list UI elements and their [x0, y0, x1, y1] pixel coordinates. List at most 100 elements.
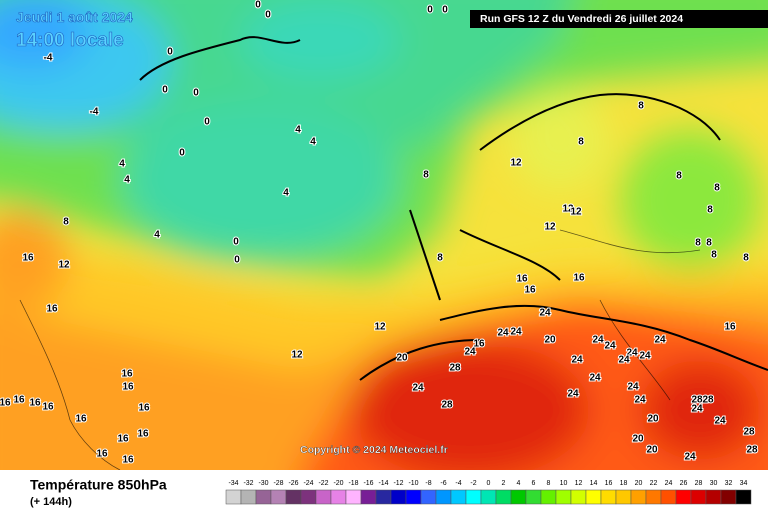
scale-label: -8	[425, 480, 431, 487]
scale-label: -28	[273, 480, 283, 487]
contour-label: 4	[124, 175, 130, 186]
contour-label: 0	[255, 0, 261, 11]
contour-label: 16	[96, 449, 108, 460]
scale-label: 6	[532, 480, 536, 487]
scale-label: -32	[243, 480, 253, 487]
scale-swatch	[360, 489, 377, 505]
contour-label: 20	[646, 445, 658, 456]
scale-swatch	[390, 489, 407, 505]
scale-label: -22	[318, 480, 328, 487]
scale-label: 2	[502, 480, 506, 487]
contour-label: 28	[702, 395, 714, 406]
color-scale: -34 -32 -30 -28 -26 -24 -22 -20 -18 -16 -14 -12 -10-…	[225, 480, 752, 505]
scale-label: 14	[590, 480, 598, 487]
scale-label: 28	[695, 480, 703, 487]
scale-swatch	[705, 489, 722, 505]
scale-swatch	[630, 489, 647, 505]
scale-label: -6	[440, 480, 446, 487]
scale-swatch	[315, 489, 332, 505]
scale-swatch	[480, 489, 497, 505]
scale-swatch	[345, 489, 362, 505]
contour-label: 8	[437, 253, 443, 264]
scale-swatch	[240, 489, 257, 505]
contour-label: 24	[684, 452, 696, 463]
scale-swatch	[375, 489, 392, 505]
contour-label: 12	[58, 260, 70, 271]
scale-label: 20	[635, 480, 643, 487]
footer-title: Température 850hPa	[30, 477, 167, 493]
contour-label: -4	[90, 107, 99, 118]
scale-label: -12	[393, 480, 403, 487]
contour-label: 16	[573, 273, 585, 284]
contour-label: 0	[233, 237, 239, 248]
contour-label: 0	[204, 117, 210, 128]
scale-swatch	[300, 489, 317, 505]
contour-label: 16	[75, 414, 87, 425]
contour-label: 12	[510, 158, 522, 169]
contour-label: -4	[44, 53, 53, 64]
scale-label: -18	[348, 480, 358, 487]
scale-label: 32	[725, 480, 733, 487]
contour-label: 16	[29, 398, 41, 409]
scale-swatch	[495, 489, 512, 505]
contour-label: 24	[626, 348, 638, 359]
scale-label: 34	[740, 480, 748, 487]
contour-label: 24	[567, 389, 579, 400]
contour-label: 28	[441, 400, 453, 411]
scale-swatch	[540, 489, 557, 505]
contour-label: 4	[154, 230, 160, 241]
contour-label: 8	[706, 238, 712, 249]
contour-label: 0	[265, 10, 271, 21]
scale-label: -14	[378, 480, 388, 487]
footer-subtitle: (+ 144h)	[30, 496, 72, 508]
scale-swatch	[285, 489, 302, 505]
contour-label: 24	[627, 382, 639, 393]
scale-label: 18	[620, 480, 628, 487]
contour-label: 16	[724, 322, 736, 333]
scale-swatch	[690, 489, 707, 505]
contour-label: 24	[539, 308, 551, 319]
scale-swatch	[615, 489, 632, 505]
contour-label: 8	[714, 183, 720, 194]
scale-label: 24	[665, 480, 673, 487]
scale-swatch	[255, 489, 272, 505]
contour-label: 0	[193, 88, 199, 99]
contour-label: 16	[117, 434, 129, 445]
scale-swatch	[510, 489, 527, 505]
scale-swatch	[645, 489, 662, 505]
scale-swatch	[570, 489, 587, 505]
scale-label: -4	[455, 480, 461, 487]
contour-label: 24	[639, 351, 651, 362]
scale-label: -24	[303, 480, 313, 487]
contour-label: 12	[374, 322, 386, 333]
contour-label: 24	[510, 327, 522, 338]
contour-label: 16	[121, 369, 133, 380]
contour-label: 16	[46, 304, 58, 315]
scale-swatch	[450, 489, 467, 505]
scale-swatch	[675, 489, 692, 505]
contour-label: 0	[427, 5, 433, 16]
scale-label: 16	[605, 480, 613, 487]
contour-label: 24	[604, 341, 616, 352]
contour-label: 4	[310, 137, 316, 148]
scale-label: -20	[333, 480, 343, 487]
contour-label: 16	[122, 455, 134, 466]
contour-label: 8	[638, 101, 644, 112]
contour-label: 28	[449, 363, 461, 374]
contour-label: 16	[42, 402, 54, 413]
scale-swatch	[435, 489, 452, 505]
contour-label: 28	[691, 395, 703, 406]
contour-label: 4	[295, 125, 301, 136]
contour-label: 0	[179, 148, 185, 159]
contour-label: 12	[562, 204, 574, 215]
contour-label: 16	[22, 253, 34, 264]
contour-label: 8	[423, 170, 429, 181]
scale-label: -16	[363, 480, 373, 487]
scale-label: 10	[560, 480, 568, 487]
scale-label: -26	[288, 480, 298, 487]
contour-label: 8	[711, 250, 717, 261]
scale-label: -2	[470, 480, 476, 487]
contour-label: 24	[618, 355, 630, 366]
scale-swatch	[735, 489, 752, 505]
